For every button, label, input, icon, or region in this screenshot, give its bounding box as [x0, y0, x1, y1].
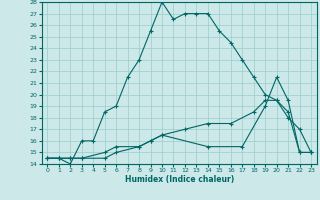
X-axis label: Humidex (Indice chaleur): Humidex (Indice chaleur): [124, 175, 234, 184]
